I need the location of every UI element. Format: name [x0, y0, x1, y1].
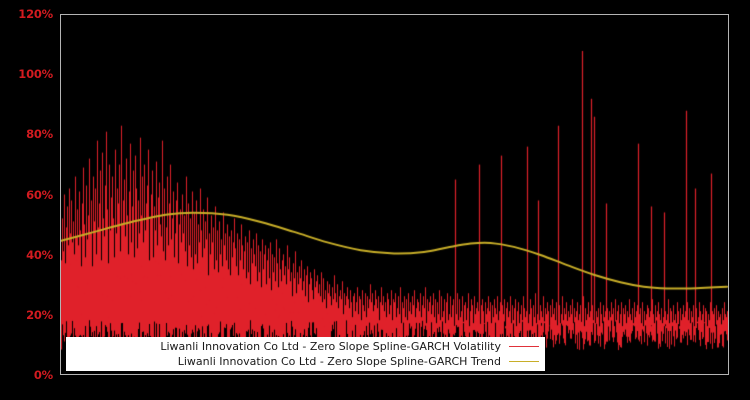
legend-label-volatility: Liwanli Innovation Co Ltd - Zero Slope S… — [160, 339, 501, 353]
legend-swatch-trend-icon — [509, 361, 539, 362]
y-tick-label-0: 0% — [33, 368, 53, 382]
y-tick-label-20: 20% — [26, 307, 53, 322]
y-tick-label-100: 100% — [18, 67, 53, 82]
y-tick-label-120: 120% — [18, 7, 53, 21]
y-tick-label-60: 60% — [26, 187, 53, 202]
chart-canvas — [61, 15, 728, 374]
legend-label-trend: Liwanli Innovation Co Ltd - Zero Slope S… — [177, 354, 501, 368]
y-tick-label-40: 40% — [26, 247, 53, 262]
y-tick-label-80: 80% — [26, 127, 53, 142]
chart-legend: Liwanli Innovation Co Ltd - Zero Slope S… — [66, 337, 545, 371]
legend-swatch-volatility-icon — [509, 346, 539, 347]
legend-entry-volatility: Liwanli Innovation Co Ltd - Zero Slope S… — [66, 339, 539, 354]
y-axis: 120% 100% 80% 60% 40% 20% 0% — [0, 0, 56, 400]
legend-entry-trend: Liwanli Innovation Co Ltd - Zero Slope S… — [66, 354, 539, 369]
plot-area — [60, 14, 729, 375]
